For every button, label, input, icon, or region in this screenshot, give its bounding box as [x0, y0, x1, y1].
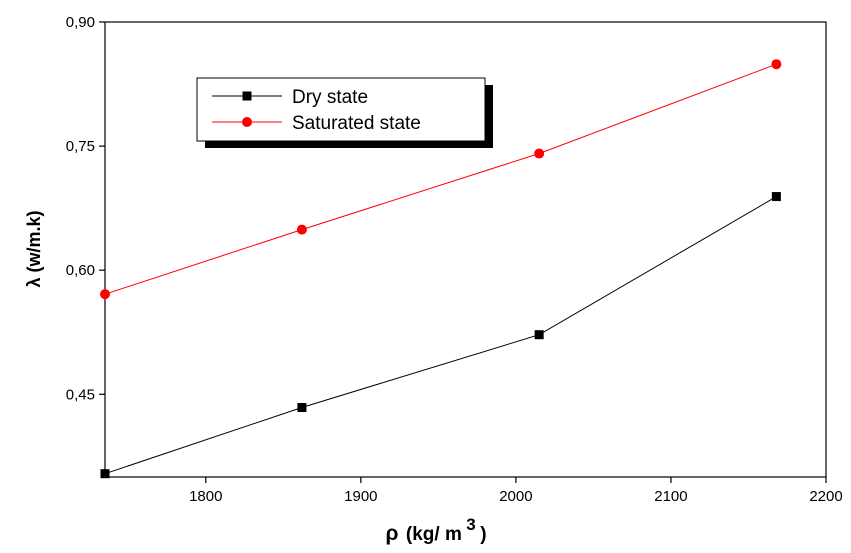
y-tick-label: 0,90	[66, 14, 95, 31]
series-line	[104, 63, 777, 295]
x-tick-label: 2100	[654, 488, 687, 505]
legend: Dry state Saturated state	[196, 77, 493, 148]
data-point	[771, 192, 781, 202]
y-tick-label: 0,75	[66, 138, 95, 155]
x-tick-label: 1900	[344, 488, 377, 505]
legend-box	[196, 77, 486, 142]
y-axis: 0,45 0,60 0,75 0,90	[66, 14, 105, 403]
x-axis-title-unit: (kg/ m	[406, 524, 462, 545]
data-point	[534, 148, 545, 159]
legend-marker	[242, 91, 252, 101]
data-point	[296, 224, 307, 235]
series-line	[104, 196, 777, 475]
x-tick-label: 1800	[189, 488, 222, 505]
legend-label: Dry state	[292, 87, 368, 108]
series-saturated-state	[100, 59, 782, 300]
data-point	[771, 59, 782, 70]
legend-label: Saturated state	[292, 113, 421, 134]
data-point	[297, 403, 307, 413]
legend-marker	[242, 117, 252, 127]
x-axis: 1800 1900 2000 2100 2200	[189, 477, 843, 505]
x-tick-label: 2200	[809, 488, 842, 505]
x-tick-label: 2000	[499, 488, 532, 505]
x-axis-title-exponent: 3	[466, 515, 475, 534]
series-layer	[100, 59, 782, 479]
y-tick-label: 0,45	[66, 386, 95, 403]
x-axis-title-close: )	[480, 524, 486, 545]
y-tick-label: 0,60	[66, 262, 95, 279]
y-axis-title: λ (w/m.k)	[24, 210, 44, 287]
data-point	[534, 330, 544, 340]
data-point	[100, 289, 110, 300]
x-axis-title: ρ (kg/ m 3 )	[385, 515, 486, 545]
data-point	[100, 469, 110, 479]
series-dry-state	[100, 192, 781, 479]
x-axis-title-symbol: ρ	[385, 522, 398, 545]
